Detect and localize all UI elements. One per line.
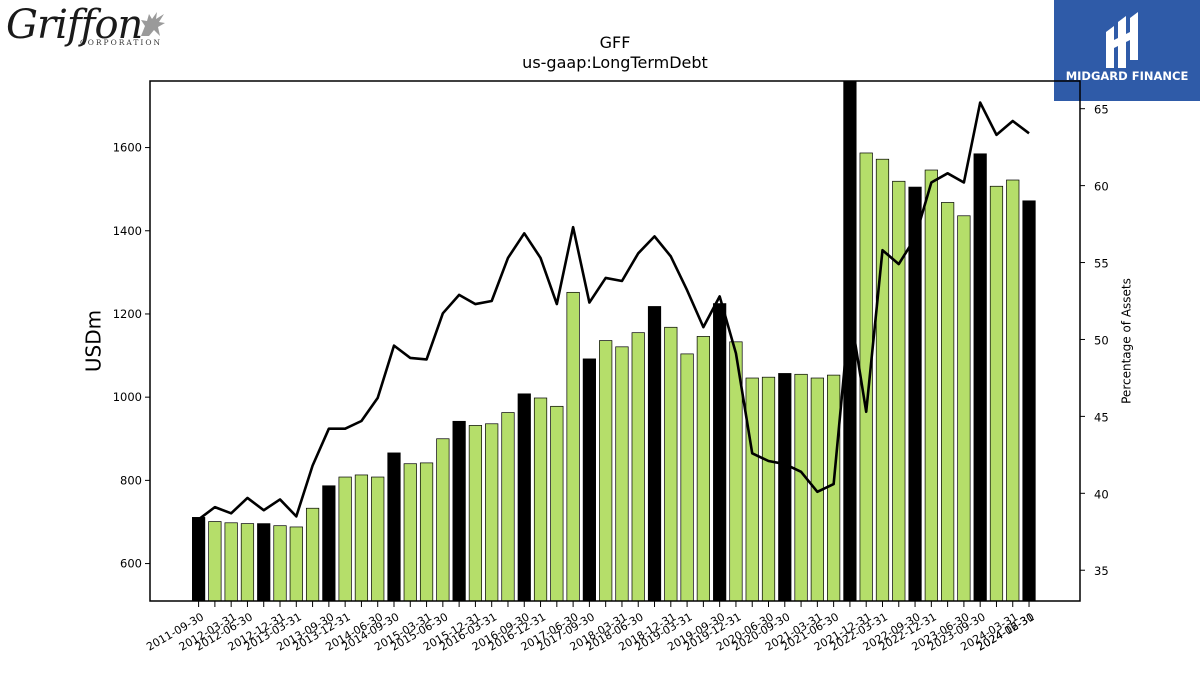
company-logo-wordmark: Griffon <box>6 2 143 48</box>
y-tick-label: 1000 <box>113 390 142 404</box>
y-tick-label: 1200 <box>113 307 142 321</box>
bar <box>941 202 955 602</box>
y2-tick-label: 65 <box>1094 103 1109 117</box>
bar <box>403 463 417 602</box>
bar <box>354 474 369 602</box>
company-logo-subtitle: CORPORATION <box>80 38 163 47</box>
chart-subtitle: us-gaap:LongTermDebt <box>522 53 708 72</box>
bar <box>289 526 303 602</box>
bar <box>533 397 548 602</box>
chart-title: GFF <box>599 33 631 52</box>
bar <box>989 185 1004 602</box>
bar <box>1022 200 1036 602</box>
bar <box>615 346 629 602</box>
bar <box>713 303 727 602</box>
bar <box>371 476 385 602</box>
bar <box>908 186 922 602</box>
bar <box>1006 179 1020 602</box>
bar <box>680 353 694 602</box>
line-series <box>197 101 1030 521</box>
bar <box>485 423 499 602</box>
bar <box>875 158 890 602</box>
y2-axis-label: Percentage of Assets <box>1120 278 1134 404</box>
bar <box>208 521 222 602</box>
bar <box>761 376 776 602</box>
midgard-mark-icon <box>1106 12 1138 68</box>
y2-tick-label: 45 <box>1094 410 1109 424</box>
bar <box>322 485 336 602</box>
y2-tick-label: 50 <box>1094 333 1109 347</box>
bar <box>240 523 255 602</box>
y-tick-label: 800 <box>120 473 142 487</box>
bar <box>257 523 271 602</box>
y-tick-label: 600 <box>120 557 142 571</box>
y-tick-label: 1600 <box>113 141 142 155</box>
bar <box>468 425 483 602</box>
x-axis: 2011-09-302012-06-302013-03-312013-12-31… <box>144 601 1037 654</box>
bar <box>924 169 938 602</box>
brand-name: MIDGARD FINANCE <box>1065 69 1189 83</box>
y2-tick-label: 60 <box>1094 180 1109 194</box>
bar <box>436 438 450 602</box>
bar <box>827 374 841 602</box>
bar-series <box>192 80 1036 602</box>
bar <box>647 306 662 602</box>
bar <box>550 405 564 602</box>
plot-frame <box>149 80 1081 602</box>
y-tick-label: 1400 <box>113 224 142 238</box>
bar <box>892 180 906 602</box>
bar <box>599 340 613 602</box>
y-axis-left: 600 800 1000 1200 1400 1600 <box>113 141 150 571</box>
griffin-icon <box>141 12 165 36</box>
bar <box>305 507 320 602</box>
brand-logo: MIDGARD FINANCE <box>1054 0 1200 101</box>
bar <box>778 373 792 602</box>
y2-tick-label: 40 <box>1094 487 1109 501</box>
bar <box>387 452 401 602</box>
bar <box>973 153 987 602</box>
percentage-line <box>197 101 1030 521</box>
bar <box>338 476 352 602</box>
bar <box>452 420 466 602</box>
bar <box>517 393 531 602</box>
bar <box>664 326 678 602</box>
company-logo: Griffon CORPORATION <box>4 2 179 50</box>
bar <box>273 525 287 602</box>
y2-tick-label: 55 <box>1094 257 1109 271</box>
y-axis-label: USDm <box>82 310 106 372</box>
bar <box>566 291 580 602</box>
bar <box>582 358 596 602</box>
y-axis-right: 35 40 45 50 55 60 65 <box>1080 103 1109 578</box>
bar <box>631 332 645 602</box>
bar <box>696 336 710 602</box>
bar <box>957 215 971 602</box>
bar <box>224 522 238 602</box>
bar <box>745 377 759 602</box>
bar <box>419 462 434 602</box>
bar <box>192 517 206 602</box>
bar <box>794 373 808 602</box>
y2-tick-label: 35 <box>1094 564 1109 578</box>
bar <box>501 412 515 602</box>
